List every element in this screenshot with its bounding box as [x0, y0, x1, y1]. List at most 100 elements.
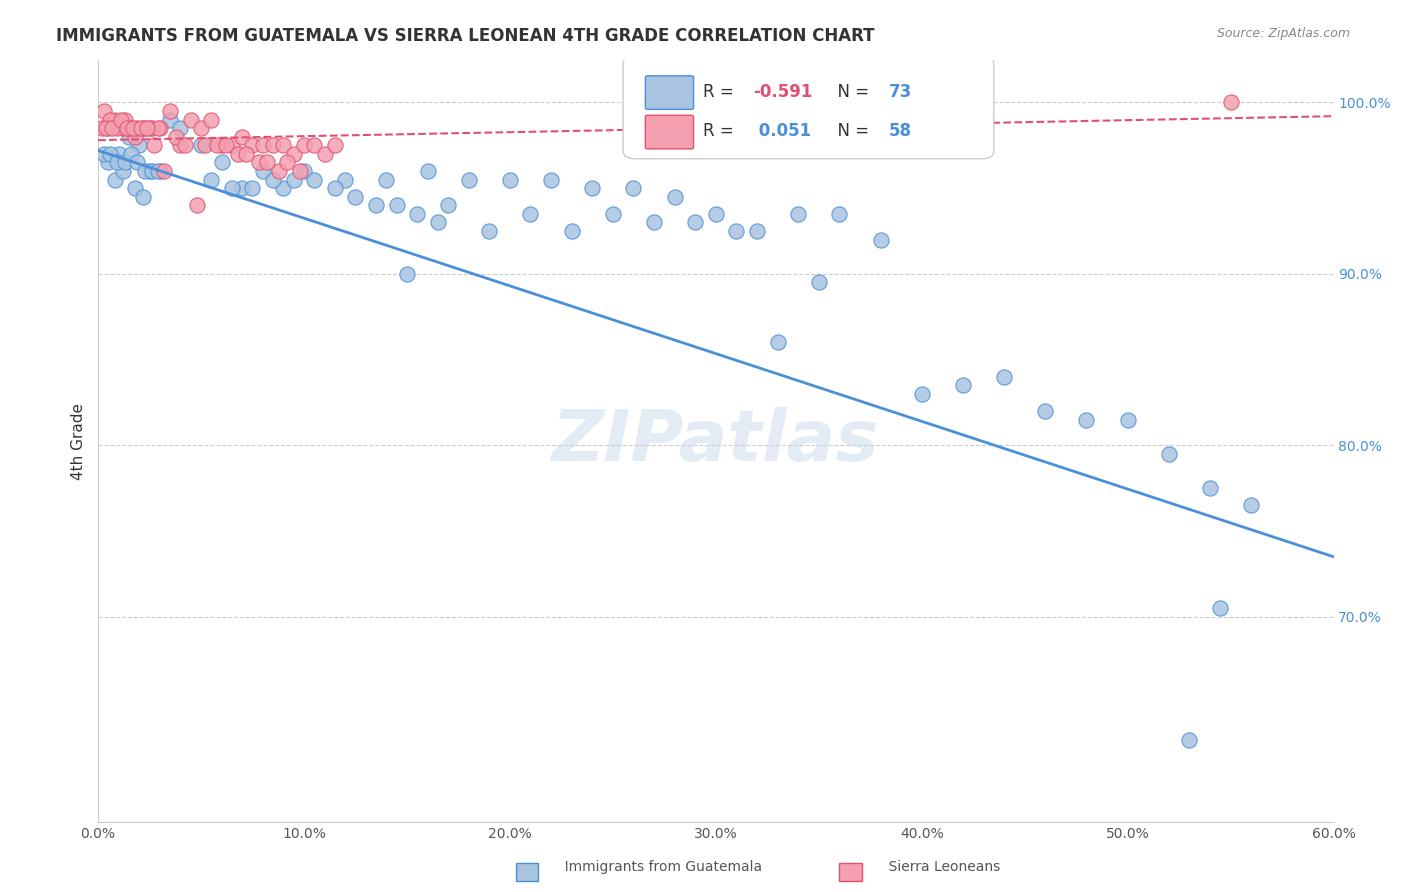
Point	[416, 164, 439, 178]
Point	[207, 138, 229, 153]
Point	[1209, 601, 1232, 615]
Point	[273, 138, 295, 153]
Text: N =: N =	[827, 83, 875, 101]
Point	[186, 198, 208, 212]
Point	[683, 215, 706, 229]
Point	[103, 172, 125, 186]
Point	[153, 164, 176, 178]
Bar	[516, 863, 538, 881]
Point	[283, 172, 305, 186]
Point	[120, 147, 142, 161]
Point	[273, 181, 295, 195]
Point	[1157, 447, 1180, 461]
Point	[256, 155, 278, 169]
Point	[115, 121, 138, 136]
Point	[276, 155, 298, 169]
Point	[105, 155, 128, 169]
Point	[100, 112, 122, 127]
Point	[200, 112, 222, 127]
Point	[364, 198, 387, 212]
Point	[247, 155, 270, 169]
Text: R =: R =	[703, 122, 740, 140]
Point	[787, 207, 810, 221]
Point	[146, 121, 169, 136]
Point	[124, 129, 146, 144]
Point	[664, 190, 686, 204]
Point	[292, 138, 315, 153]
Point	[134, 121, 156, 136]
Point	[1240, 498, 1263, 512]
Point	[952, 378, 974, 392]
Point	[136, 121, 159, 136]
Text: 0.051: 0.051	[752, 122, 811, 140]
Point	[426, 215, 449, 229]
Point	[110, 112, 132, 127]
Point	[262, 138, 284, 153]
Point	[314, 147, 336, 161]
Point	[725, 224, 748, 238]
Point	[395, 267, 418, 281]
Point	[100, 147, 122, 161]
Bar	[839, 863, 862, 881]
Text: N =: N =	[827, 122, 875, 140]
Point	[288, 164, 311, 178]
Point	[120, 121, 142, 136]
Point	[807, 276, 830, 290]
Point	[602, 207, 624, 221]
Point	[128, 138, 150, 153]
Point	[375, 172, 398, 186]
Point	[869, 233, 891, 247]
Point	[93, 147, 115, 161]
Point	[97, 155, 120, 169]
Point	[105, 121, 128, 136]
Point	[323, 181, 346, 195]
Point	[828, 207, 851, 221]
Point	[103, 112, 125, 127]
Point	[323, 138, 346, 153]
Point	[111, 121, 134, 136]
Point	[993, 369, 1015, 384]
Point	[146, 164, 169, 178]
Point	[623, 181, 645, 195]
Point	[385, 198, 408, 212]
Point	[211, 138, 233, 153]
Point	[262, 172, 284, 186]
Point	[1033, 404, 1056, 418]
Point	[138, 121, 160, 136]
Point	[114, 112, 136, 127]
Point	[149, 164, 172, 178]
Point	[96, 121, 118, 136]
Point	[437, 198, 460, 212]
FancyBboxPatch shape	[645, 76, 693, 110]
FancyBboxPatch shape	[645, 115, 693, 149]
Point	[242, 138, 264, 153]
Point	[252, 164, 274, 178]
Point	[211, 155, 233, 169]
Point	[141, 164, 163, 178]
Point	[304, 172, 326, 186]
Point	[200, 172, 222, 186]
Text: 73: 73	[889, 83, 912, 101]
Point	[292, 164, 315, 178]
Point	[1116, 412, 1139, 426]
Point	[745, 224, 768, 238]
Point	[561, 224, 583, 238]
Point	[221, 181, 243, 195]
Point	[226, 147, 249, 161]
Point	[169, 138, 191, 153]
Point	[499, 172, 522, 186]
Point	[406, 207, 429, 221]
Text: Source: ZipAtlas.com: Source: ZipAtlas.com	[1216, 27, 1350, 40]
Point	[97, 121, 120, 136]
Y-axis label: 4th Grade: 4th Grade	[72, 402, 86, 480]
Point	[643, 215, 665, 229]
Point	[159, 103, 181, 118]
FancyBboxPatch shape	[623, 56, 994, 159]
Point	[235, 147, 257, 161]
Point	[911, 387, 934, 401]
Point	[519, 207, 541, 221]
Point	[333, 172, 356, 186]
Point	[149, 121, 172, 136]
Point	[107, 147, 129, 161]
Point	[127, 155, 149, 169]
